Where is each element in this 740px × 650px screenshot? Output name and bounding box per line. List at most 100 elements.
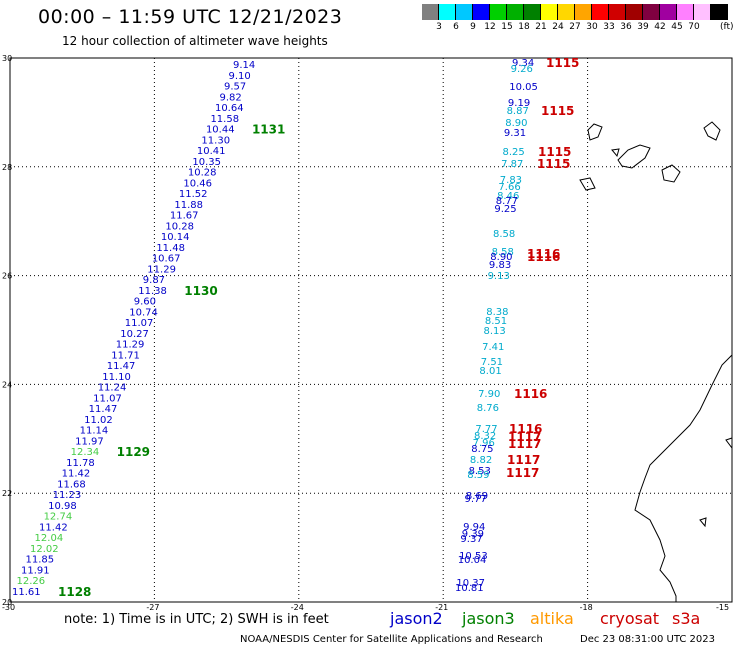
pass-time-label: 1117 bbox=[507, 453, 540, 467]
pass-time-label: 1117 bbox=[506, 466, 539, 480]
wave-height-label: 9.82 bbox=[219, 92, 241, 103]
wave-height-label: 10.28 bbox=[165, 221, 194, 232]
colorbar-swatch bbox=[609, 4, 626, 20]
wave-height-label: 8.46 bbox=[497, 191, 519, 202]
wave-height-label: 7.51 bbox=[481, 357, 503, 368]
lon-tick-label: -24 bbox=[291, 603, 304, 612]
colorbar-swatch bbox=[439, 4, 456, 20]
colorbar-tick-label: 42 bbox=[654, 22, 666, 32]
wave-height-label: 7.90 bbox=[478, 389, 500, 400]
lat-tick-label: 26 bbox=[2, 272, 12, 281]
pass-time-label: 1128 bbox=[58, 585, 91, 599]
wave-height-label: 11.42 bbox=[39, 522, 68, 533]
wave-height-label: 10.81 bbox=[455, 583, 484, 594]
footnote: note: 1) Time is in UTC; 2) SWH is in fe… bbox=[64, 612, 329, 627]
colorbar-swatch bbox=[490, 4, 507, 20]
wave-height-label: 11.30 bbox=[201, 135, 230, 146]
wave-height-label: 8.90 bbox=[490, 252, 512, 263]
wave-height-label: 7.96 bbox=[473, 438, 495, 449]
wave-height-label: 11.61 bbox=[12, 587, 41, 598]
wave-height-label: 11.85 bbox=[26, 555, 55, 566]
colorbar-swatch bbox=[626, 4, 643, 20]
wave-height-label: 10.27 bbox=[120, 329, 149, 340]
pass-time-label: 1117 bbox=[508, 430, 541, 444]
wave-height-label: 9.87 bbox=[143, 275, 165, 286]
wave-height-label: 7.41 bbox=[482, 342, 504, 353]
pass-time-label: 1115 bbox=[537, 157, 570, 171]
lat-tick-label: 28 bbox=[2, 163, 12, 172]
colorbar-swatch bbox=[660, 4, 677, 20]
colorbar-swatch bbox=[694, 4, 711, 20]
wave-height-label: 12.26 bbox=[17, 576, 46, 587]
wave-height-label: 11.24 bbox=[98, 383, 127, 394]
colorbar-tick-label: 18 bbox=[518, 22, 530, 32]
wave-height-label: 11.52 bbox=[179, 189, 208, 200]
colorbar-swatch bbox=[473, 4, 490, 20]
wave-height-label: 9.83 bbox=[489, 260, 511, 271]
wave-height-label: 11.10 bbox=[102, 372, 131, 383]
wave-height-label: 8.90 bbox=[505, 118, 527, 129]
wave-height-label: 8.53 bbox=[469, 466, 491, 477]
wave-height-label: 7.77 bbox=[475, 424, 497, 435]
colorbar-tick-label: 33 bbox=[603, 22, 615, 32]
island-tenerife bbox=[617, 144, 651, 169]
africa-coastline bbox=[634, 354, 733, 602]
pass-time-label: 1116 bbox=[514, 387, 547, 401]
lat-tick-label: 24 bbox=[2, 380, 12, 389]
colorbar-swatch bbox=[422, 4, 439, 20]
wave-height-label: 12.04 bbox=[35, 533, 64, 544]
pass-time-label: 1116 bbox=[509, 422, 542, 436]
wave-height-label: 11.78 bbox=[66, 458, 95, 469]
colorbar-swatch bbox=[575, 4, 592, 20]
colorbar-tick-label: 6 bbox=[453, 22, 459, 32]
wave-height-label: 9.19 bbox=[508, 98, 530, 109]
island-la-gomera bbox=[611, 148, 620, 158]
wave-height-label: 11.48 bbox=[156, 243, 185, 254]
wave-height-label: 9.34 bbox=[512, 58, 534, 69]
wave-height-label: 11.02 bbox=[84, 415, 113, 426]
wave-height-label: 11.67 bbox=[170, 211, 199, 222]
wave-height-label: 10.35 bbox=[192, 157, 221, 168]
wave-height-label: 8.38 bbox=[486, 307, 508, 318]
colorbar-swatch bbox=[643, 4, 660, 20]
wave-height-label: 10.28 bbox=[188, 168, 217, 179]
wave-height-label: 11.71 bbox=[111, 350, 140, 361]
colorbar-tick-label: 3 bbox=[436, 22, 442, 32]
pass-time-label: 1115 bbox=[541, 104, 574, 118]
colorbar-swatch bbox=[541, 4, 558, 20]
wave-height-label: 10.67 bbox=[152, 254, 181, 265]
wave-height-label: 8.58 bbox=[493, 229, 515, 240]
legend-cryosat: cryosat bbox=[600, 609, 660, 628]
pass-time-label: 1130 bbox=[184, 284, 217, 298]
wave-height-label: 11.88 bbox=[174, 200, 203, 211]
colorbar-tick-label: 9 bbox=[470, 22, 476, 32]
colorbar-tick-label: 27 bbox=[569, 22, 581, 32]
island-la-palma bbox=[587, 123, 603, 141]
colorbar-swatch bbox=[711, 4, 728, 20]
credit-line: NOAA/NESDIS Center for Satellite Applica… bbox=[240, 634, 543, 645]
pass-time-label: 1116 bbox=[527, 247, 560, 261]
pass-time-label: 1117 bbox=[508, 437, 541, 451]
map-title: 00:00 – 11:59 UTC 12/21/2023 bbox=[38, 6, 343, 28]
wave-height-label: 10.14 bbox=[161, 232, 190, 243]
wave-height-label: 8.51 bbox=[485, 316, 507, 327]
lat-tick-label: 20 bbox=[2, 598, 12, 607]
wave-height-label: 10.74 bbox=[129, 307, 158, 318]
wave-height-label: 8.76 bbox=[477, 403, 499, 414]
lon-tick-label: -27 bbox=[146, 603, 159, 612]
colorbar-tick-label: 12 bbox=[484, 22, 496, 32]
colorbar-tick-label: 30 bbox=[586, 22, 598, 32]
wave-height-label: 8.59 bbox=[467, 470, 489, 481]
wave-height-label: 11.68 bbox=[57, 479, 86, 490]
coastal-island bbox=[725, 437, 733, 450]
wave-height-label: 11.97 bbox=[75, 436, 104, 447]
lon-tick-label: -18 bbox=[580, 603, 593, 612]
pass-time-label: 1115 bbox=[546, 56, 579, 70]
legend-jason3: jason3 bbox=[462, 609, 515, 628]
island-fuerteventura-north bbox=[703, 121, 721, 141]
wave-height-label: 10.98 bbox=[48, 501, 77, 512]
colorbar-tick-label: 70 bbox=[688, 22, 700, 32]
colorbar-swatch bbox=[592, 4, 609, 20]
colorbar-swatch bbox=[456, 4, 473, 20]
